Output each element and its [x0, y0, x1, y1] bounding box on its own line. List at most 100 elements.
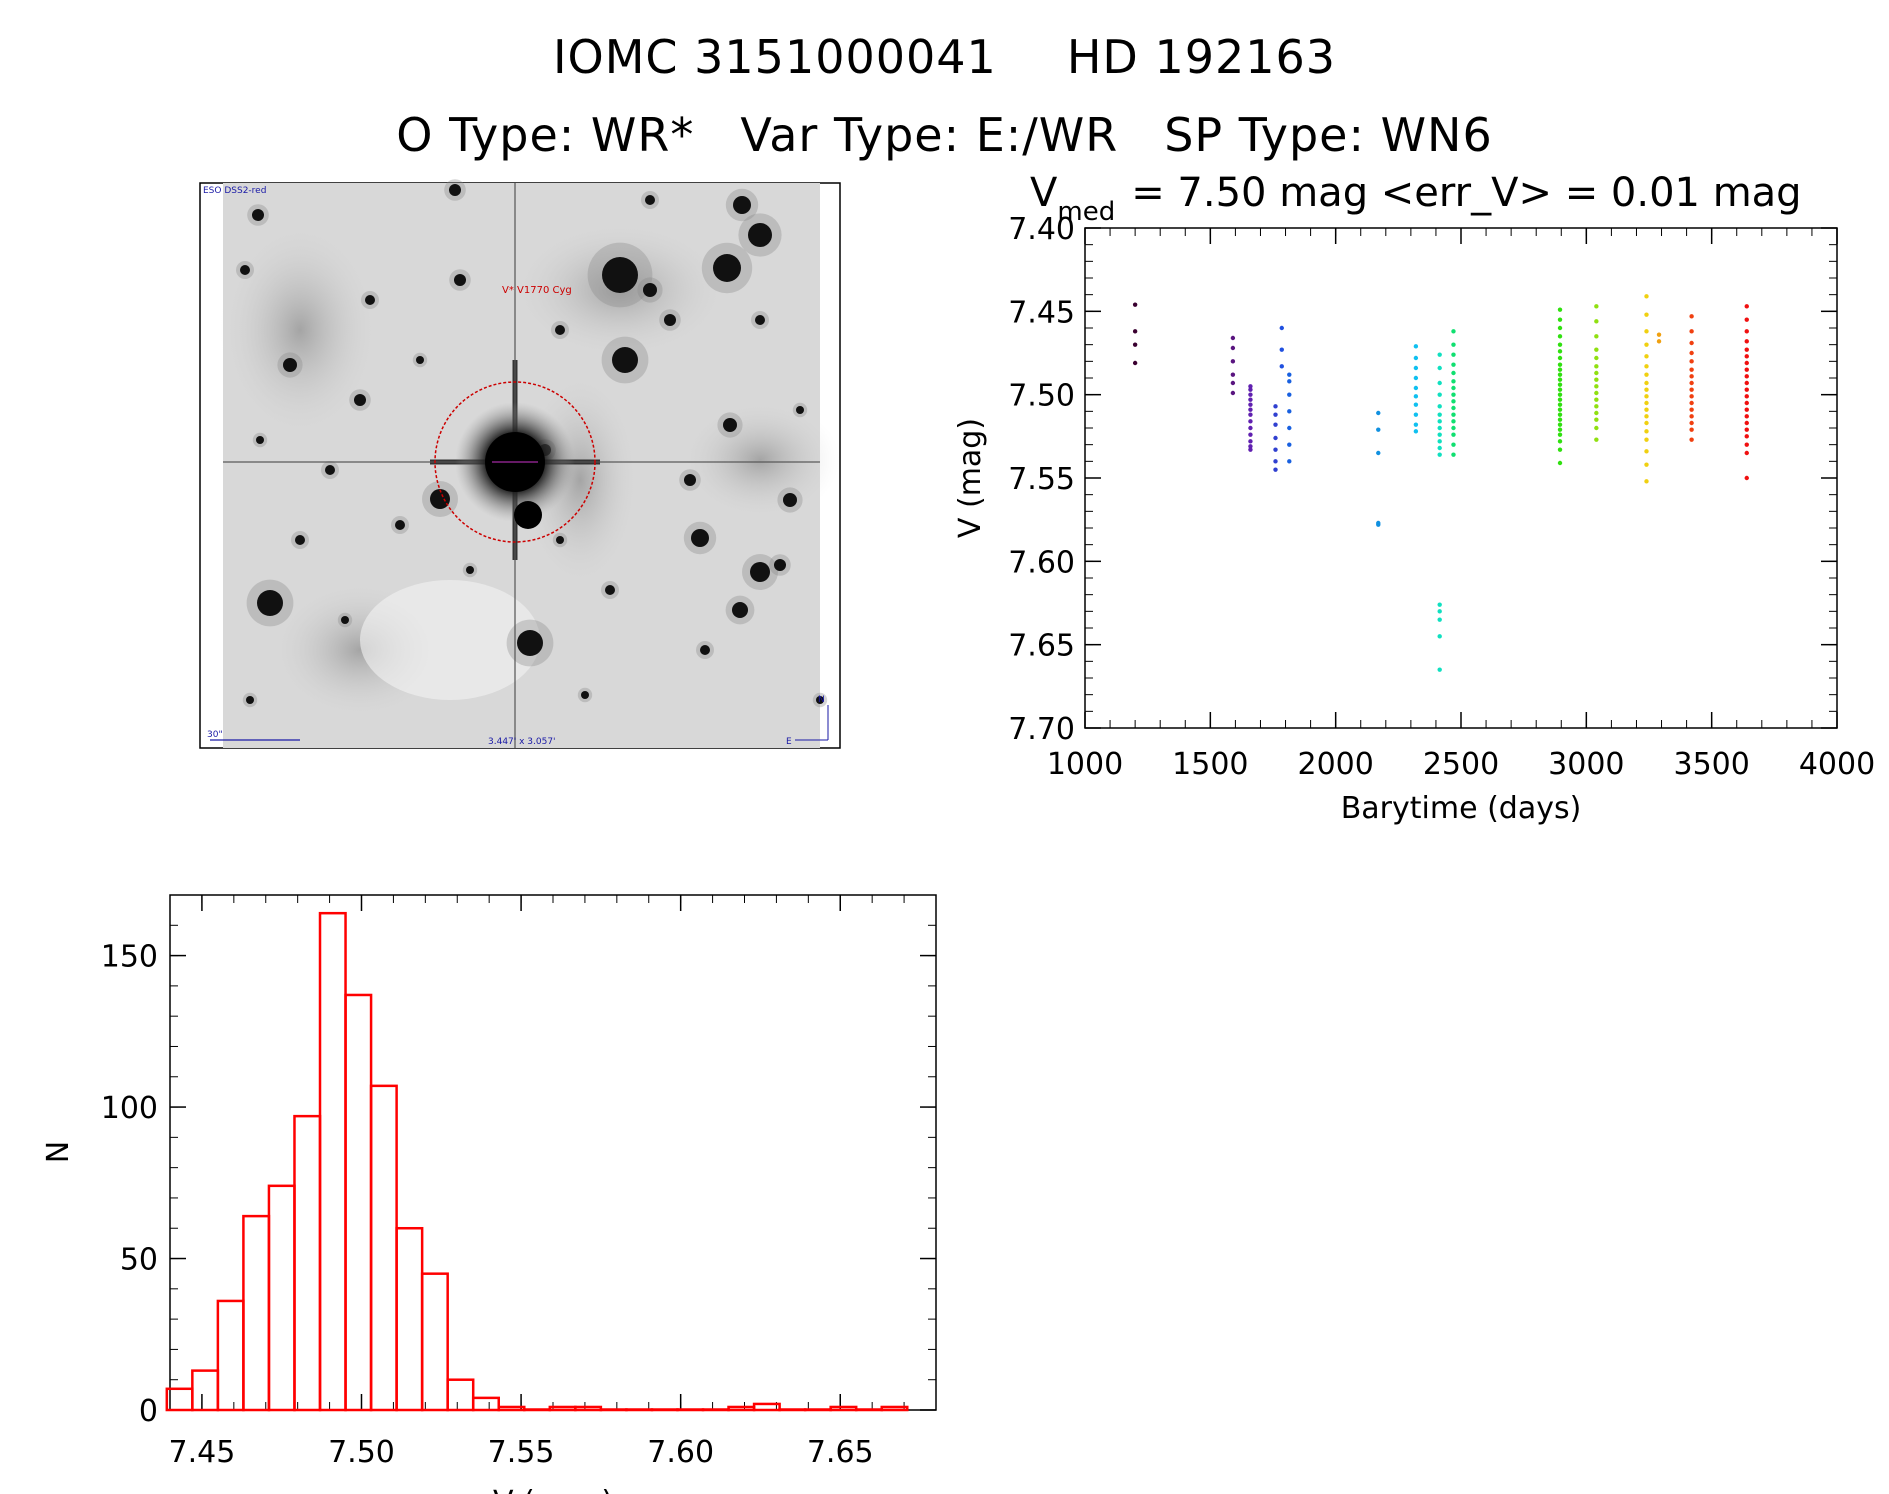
light-curve-point — [1594, 417, 1599, 422]
light-curve-point — [1273, 447, 1278, 452]
light-curve-point — [1230, 335, 1236, 341]
light-curve-point — [1594, 370, 1599, 376]
light-curve-point — [1744, 420, 1749, 426]
light-curve-point — [1287, 392, 1292, 397]
histogram-bar — [344, 993, 373, 1412]
field-stars — [236, 179, 828, 708]
variability-type: Var Type: E:/WR — [740, 108, 1119, 162]
light-curve-point — [1557, 407, 1563, 412]
y-tick-label: 7.60 — [1008, 545, 1075, 580]
light-curve-point — [1230, 390, 1236, 396]
light-curve-point — [1744, 434, 1749, 439]
histogram-bar — [727, 1405, 756, 1412]
light-curve-point — [1413, 375, 1419, 381]
light-curve-point — [1557, 402, 1563, 407]
histogram-bar — [701, 1408, 730, 1412]
histogram-bar — [369, 1084, 398, 1412]
light-curve-point — [1689, 359, 1694, 364]
field-star — [295, 535, 305, 545]
hd-name: HD 192163 — [1066, 30, 1337, 84]
light-curve-point — [1594, 384, 1599, 389]
light-curve-point — [1644, 437, 1649, 442]
light-curve-point — [1287, 379, 1292, 384]
light-curve-point — [1273, 435, 1278, 441]
y-tick-label: 150 — [101, 940, 158, 975]
light-curve-point — [1689, 314, 1694, 319]
light-curve-point — [1557, 460, 1563, 466]
light-curve-point — [1744, 387, 1749, 392]
title-subscript: med — [1057, 197, 1115, 227]
field-star — [365, 295, 375, 305]
histogram-ylabel: N — [41, 1141, 76, 1163]
light-curve-point — [1744, 354, 1749, 359]
light-curve-point — [1594, 437, 1599, 442]
figure-subtitle: O Type: WR* Var Type: E:/WR SP Type: WN6 — [0, 108, 1889, 162]
light-curve-point — [1557, 325, 1563, 331]
light-curve-point — [1413, 412, 1419, 417]
light-curve-point — [1744, 339, 1749, 344]
x-tick-label: 1000 — [1047, 747, 1123, 782]
light-curve-point — [1413, 344, 1419, 349]
light-curve-point — [1451, 385, 1456, 391]
light-curve-point — [1644, 294, 1649, 299]
light-curve-point — [1451, 425, 1456, 431]
histogram-bars — [165, 911, 909, 1412]
object-label: V* V1770 Cyg — [502, 285, 572, 296]
x-tick-label: 1500 — [1172, 747, 1248, 782]
light-curve-point — [1437, 380, 1442, 386]
light-curve-point — [1557, 367, 1563, 372]
light-curve-point — [1279, 347, 1284, 352]
light-curve-point — [1437, 617, 1442, 622]
histogram-bar — [574, 1405, 603, 1412]
histogram-bar — [293, 1114, 322, 1412]
light-curve-points — [1132, 294, 1749, 672]
light-curve-point — [1644, 449, 1649, 454]
light-curve-point — [1744, 394, 1749, 399]
light-curve-point — [1689, 420, 1694, 426]
light-curve-point — [1656, 339, 1662, 344]
compass-north-label: N — [818, 695, 825, 705]
light-curve-point — [1744, 367, 1749, 372]
field-star — [783, 493, 797, 507]
spectral-type: SP Type: WN6 — [1164, 108, 1493, 162]
light-curve-point — [1644, 372, 1649, 377]
light-curve-point — [1413, 355, 1419, 361]
light-curve-point — [1594, 319, 1599, 324]
x-tick-label: 7.45 — [169, 1435, 236, 1470]
light-curve-point — [1451, 399, 1456, 404]
light-curve-point — [1248, 444, 1253, 449]
light-curve-point — [1557, 372, 1563, 377]
x-tick-label: 7.65 — [807, 1435, 874, 1470]
x-tick-label: 7.55 — [488, 1435, 555, 1470]
light-curve-point — [1451, 342, 1456, 347]
light-curve-point — [1451, 392, 1456, 397]
field-star — [748, 223, 772, 247]
x-tick-label: 2500 — [1423, 747, 1499, 782]
light-curve-point — [1644, 479, 1649, 484]
y-tick-label: 7.70 — [1008, 712, 1075, 747]
light-curve-point — [1451, 432, 1456, 437]
histogram-bar — [752, 1402, 781, 1412]
light-curve-point — [1451, 419, 1456, 424]
field-star — [774, 559, 786, 571]
histogram-axes: 7.45 7.50 7.55 7.60 7.65 0 50 100 150 — [101, 894, 937, 1470]
light-curve-point — [1644, 380, 1649, 386]
light-curve-point — [1557, 412, 1563, 417]
light-curve-point — [1557, 439, 1563, 444]
field-star — [723, 418, 737, 432]
light-curve-point — [1287, 372, 1292, 377]
x-tick-label: 3000 — [1548, 747, 1624, 782]
field-star — [605, 585, 615, 595]
light-curve-point — [1437, 425, 1442, 431]
field-star — [395, 520, 405, 530]
light-curve-point — [1689, 407, 1694, 412]
histogram-bar — [854, 1408, 883, 1412]
light-curve-point — [1230, 372, 1236, 377]
light-curve-point — [1132, 342, 1138, 347]
field-star — [664, 314, 676, 326]
histogram-bar — [242, 1214, 271, 1412]
light-curve-point — [1413, 402, 1419, 407]
light-curve-point — [1451, 452, 1456, 457]
light-curve-point — [1437, 404, 1442, 409]
field-star — [732, 602, 748, 618]
